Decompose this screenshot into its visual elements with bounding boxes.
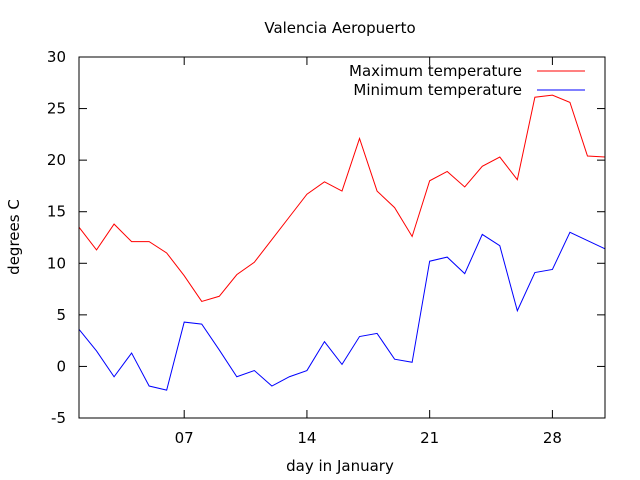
chart-title: Valencia Aeropuerto <box>264 19 415 37</box>
x-axis-label: day in January <box>286 457 394 475</box>
y-tick-label: -5 <box>51 409 66 427</box>
y-tick-label: 25 <box>47 100 66 118</box>
y-tick-label: 5 <box>56 306 66 324</box>
y-tick-label: 0 <box>56 357 66 375</box>
x-tick-label: 21 <box>420 429 439 447</box>
legend-label-maximum-temperature: Maximum temperature <box>349 62 522 80</box>
x-tick-label: 28 <box>543 429 562 447</box>
legend-label-minimum-temperature: Minimum temperature <box>353 81 522 99</box>
y-tick-label: 10 <box>47 254 66 272</box>
plot-series <box>78 94 606 391</box>
x-tick-label: 14 <box>297 429 316 447</box>
y-axis-label: degrees C <box>5 199 23 275</box>
x-tick-label: 07 <box>175 429 194 447</box>
series-line-maximum-temperature <box>78 94 606 303</box>
y-tick-label: 30 <box>47 48 66 66</box>
plot-frame <box>78 56 606 419</box>
series-line-minimum-temperature <box>78 231 606 391</box>
axis-ticks: -5 0 5 10 15 20 25 30 07 14 21 28 <box>47 48 605 447</box>
y-tick-label: 20 <box>47 151 66 169</box>
y-tick-label: 15 <box>47 203 66 221</box>
